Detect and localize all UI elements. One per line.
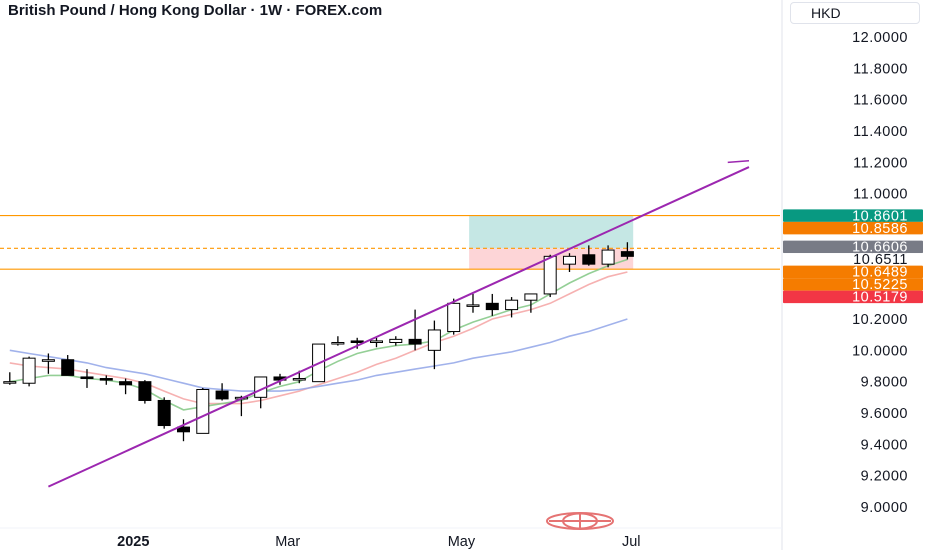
x-tick-label: Jul <box>622 534 641 550</box>
candle-up[interactable] <box>427 329 441 351</box>
price-label-box <box>783 209 923 222</box>
candle-down[interactable] <box>157 399 171 427</box>
price-label-box <box>783 240 923 254</box>
price-label-box <box>783 221 923 235</box>
candle-down[interactable] <box>99 378 113 381</box>
moving-average-short <box>9 258 628 411</box>
price-label-box <box>783 278 923 291</box>
y-tick-label: 10.0000 <box>852 343 908 359</box>
candle-up[interactable] <box>562 255 576 265</box>
price-label-text: 10.5179 <box>852 290 908 306</box>
candle-down[interactable] <box>582 254 596 265</box>
candle-up[interactable] <box>389 338 403 344</box>
chart-title: British Pound / Hong Kong Dollar · 1W · … <box>8 2 383 19</box>
y-tick-label: 9.4000 <box>861 437 908 453</box>
moving-average-mid <box>9 318 628 392</box>
price-label-text: 10.5225 <box>852 277 908 293</box>
y-tick-label: 9.2000 <box>861 469 908 485</box>
y-tick-label: 11.6000 <box>853 93 908 109</box>
y-tick-label: 11.8000 <box>853 61 908 77</box>
candle-up[interactable] <box>22 357 36 384</box>
candle-up[interactable] <box>505 299 519 311</box>
y-tick-label: 11.2000 <box>853 155 908 171</box>
price-label-text: 10.8586 <box>852 221 908 237</box>
candle-down[interactable] <box>485 302 499 311</box>
candle-down[interactable] <box>408 338 422 345</box>
candle-up[interactable] <box>331 342 345 345</box>
price-label-box <box>783 290 923 304</box>
candle-up[interactable] <box>524 293 538 301</box>
candle-up[interactable] <box>543 255 557 295</box>
candle-down[interactable] <box>176 426 190 433</box>
candle-up[interactable] <box>369 340 383 343</box>
x-tick-label: May <box>448 534 476 550</box>
y-tick-label: 9.0000 <box>861 500 908 516</box>
y-tick-label: 12.0000 <box>852 30 908 46</box>
y-tick-label: 11.0000 <box>853 187 908 203</box>
candle-down[interactable] <box>61 359 75 376</box>
candle-up[interactable] <box>41 359 55 362</box>
trendline-handle[interactable] <box>727 160 750 164</box>
price-label-box <box>783 253 923 266</box>
y-tick-label: 11.4000 <box>853 124 908 140</box>
trendline[interactable] <box>47 166 750 488</box>
x-tick-label: 2025 <box>117 534 149 550</box>
price-label-text: 10.6489 <box>852 265 908 281</box>
x-tick-label: Mar <box>275 534 300 550</box>
candle-up[interactable] <box>447 302 461 333</box>
y-tick-label: 9.6000 <box>861 406 908 422</box>
y-tick-label: 10.2000 <box>852 312 908 328</box>
candle-down[interactable] <box>620 251 634 257</box>
currency-selector[interactable]: HKD <box>790 2 920 24</box>
candle-down[interactable] <box>350 340 364 343</box>
candle-up[interactable] <box>196 389 210 434</box>
candle-down[interactable] <box>215 390 229 400</box>
price-label-text: 10.6511 <box>853 252 908 268</box>
candle-up[interactable] <box>292 378 306 381</box>
candle-down[interactable] <box>80 376 94 380</box>
moving-average-long <box>9 271 628 405</box>
y-tick-label: 9.8000 <box>861 375 908 391</box>
candle-down[interactable] <box>119 381 133 386</box>
candle-down[interactable] <box>138 381 152 401</box>
price-label-text: 10.8601 <box>852 208 908 224</box>
price-label-text: 10.6606 <box>852 240 908 256</box>
price-label-box <box>783 265 923 279</box>
candle-up[interactable] <box>466 304 480 307</box>
candle-up[interactable] <box>601 249 615 265</box>
candle-up[interactable] <box>3 381 17 384</box>
